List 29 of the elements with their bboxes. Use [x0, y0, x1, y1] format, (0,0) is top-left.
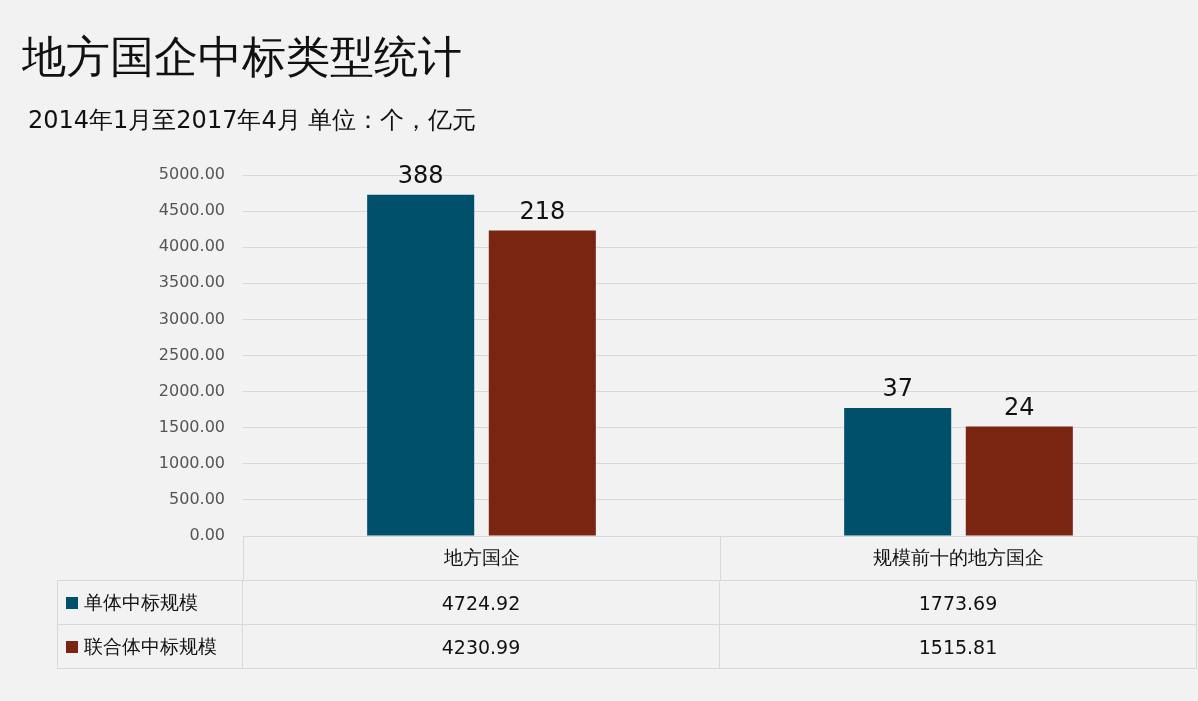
bar — [488, 230, 596, 536]
y-tick-label: 2500.00 — [158, 344, 225, 364]
x-tick-label: 地方国企 — [442, 546, 520, 569]
data-label: 1773.69 — [719, 580, 1197, 625]
data-label: 4230.99 — [242, 624, 720, 669]
y-tick-label: 1000.00 — [158, 452, 225, 472]
chart-subtitle: 2014年1月至2017年4月 单位：个，亿元 — [28, 105, 477, 136]
y-tick-label: 1500.00 — [158, 416, 225, 436]
y-tick-label: 0.00 — [189, 525, 225, 545]
y-tick-label: 3000.00 — [158, 308, 225, 328]
annotation: 37 — [882, 374, 913, 403]
x-tick-label: 规模前十的地方国企 — [873, 546, 1044, 569]
y-tick-label: 4500.00 — [158, 200, 225, 220]
y-tick-label: 2000.00 — [158, 380, 225, 400]
legend-label: 单体中标规模 — [57, 580, 243, 625]
chart-title: 地方国企中标类型统计 — [22, 30, 462, 84]
data-label: 4724.92 — [242, 580, 720, 625]
bar — [844, 407, 952, 536]
bar — [367, 194, 475, 536]
data-label: 1515.81 — [719, 624, 1197, 669]
legend-label: 联合体中标规模 — [57, 624, 243, 669]
bar — [965, 426, 1073, 536]
y-tick-label: 5000.00 — [158, 164, 225, 184]
y-tick-label: 3500.00 — [158, 272, 225, 292]
annotation: 24 — [1004, 392, 1035, 421]
y-tick-label: 500.00 — [169, 489, 225, 509]
annotation: 218 — [519, 196, 566, 225]
y-tick-label: 4000.00 — [158, 236, 225, 256]
annotation: 388 — [397, 161, 444, 190]
